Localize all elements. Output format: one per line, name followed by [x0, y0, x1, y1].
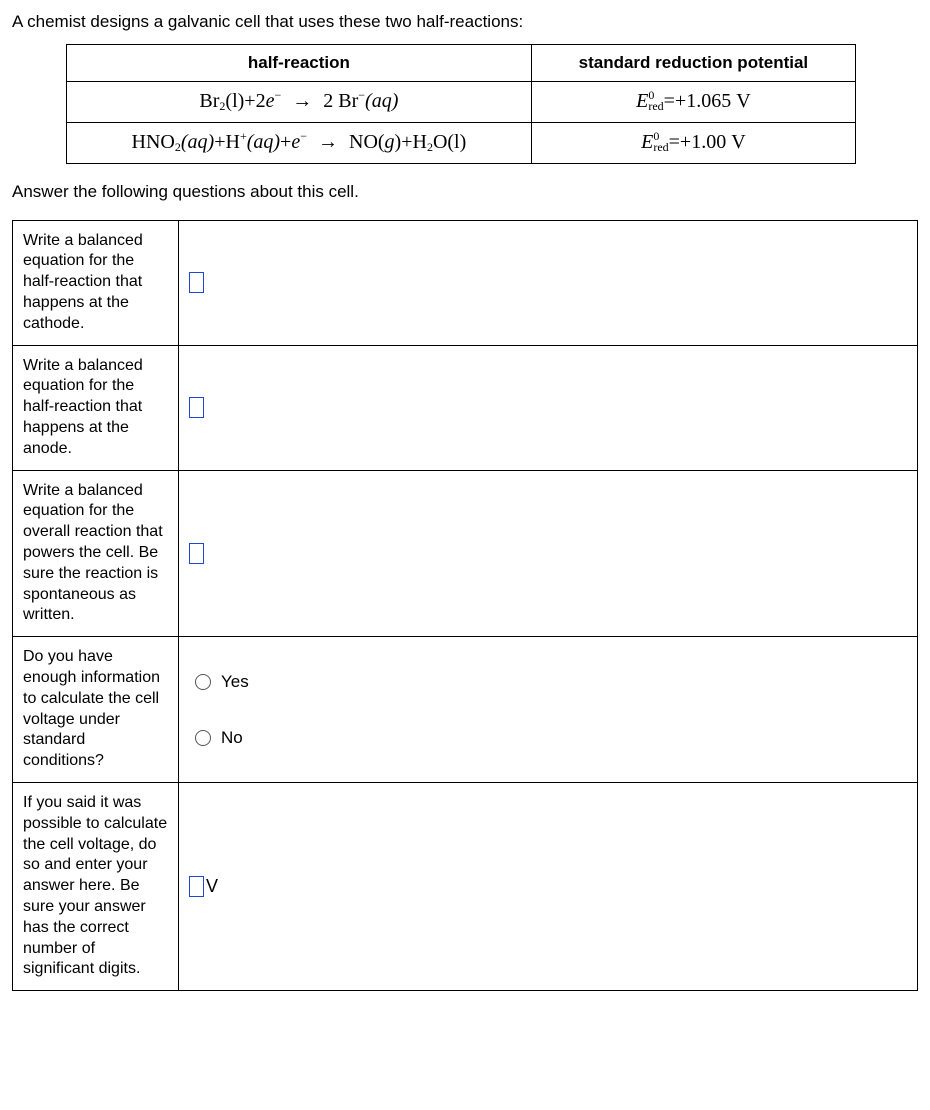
q4-label: Do you have enough information to calcul…	[13, 637, 179, 783]
q4-yes-label: Yes	[221, 672, 249, 692]
q5-label: If you said it was possible to calculate…	[13, 782, 179, 990]
q1-label: Write a balanced equation for the half-r…	[13, 220, 179, 345]
question-row-cathode: Write a balanced equation for the half-r…	[13, 220, 918, 345]
reaction-1-lhs: Br 2(l)+2e−	[199, 90, 281, 112]
q4-option-no-row: No	[189, 722, 907, 754]
reaction-1-potential: E0red=+1.065 V	[531, 82, 855, 123]
q3-answer-cell	[179, 470, 918, 637]
q2-answer-cell	[179, 345, 918, 470]
col-header-potential: standard reduction potential	[531, 45, 855, 82]
reaction-2-potential: E0red=+1.00 V	[531, 122, 855, 163]
q4-no-label: No	[221, 728, 243, 748]
arrow-icon: →	[312, 131, 344, 153]
col-header-half-reaction: half-reaction	[67, 45, 532, 82]
arrow-icon: →	[286, 90, 318, 112]
half-reactions-table: half-reaction standard reduction potenti…	[66, 44, 856, 164]
q2-label: Write a balanced equation for the half-r…	[13, 345, 179, 470]
q4-answer-cell: Yes No	[179, 637, 918, 783]
mid-text: Answer the following questions about thi…	[12, 182, 918, 202]
intro-text: A chemist designs a galvanic cell that u…	[12, 12, 918, 32]
questions-table: Write a balanced equation for the half-r…	[12, 220, 918, 992]
table-row: Br 2(l)+2e− → 2 Br− (aq) E0red=+1.065 V	[67, 82, 856, 123]
reaction-2-lhs: HNO 2(aq)+H+ (aq)+e−	[132, 131, 307, 153]
question-row-enough-info: Do you have enough information to calcul…	[13, 637, 918, 783]
q2-input[interactable]	[189, 397, 204, 418]
q1-input[interactable]	[189, 272, 204, 293]
q4-radio-no[interactable]	[195, 730, 211, 746]
table-row: HNO 2(aq)+H+ (aq)+e− → NO(g)+H 2O(l) E0r…	[67, 122, 856, 163]
reaction-2-equation: HNO 2(aq)+H+ (aq)+e− → NO(g)+H 2O(l)	[67, 122, 532, 163]
q5-input[interactable]	[189, 876, 204, 897]
question-row-overall: Write a balanced equation for the overal…	[13, 470, 918, 637]
reaction-1-equation: Br 2(l)+2e− → 2 Br− (aq)	[67, 82, 532, 123]
reaction-1-rhs: 2 Br− (aq)	[323, 90, 398, 112]
reaction-2-rhs: NO(g)+H 2O(l)	[349, 131, 466, 153]
q1-answer-cell	[179, 220, 918, 345]
question-row-anode: Write a balanced equation for the half-r…	[13, 345, 918, 470]
q3-input[interactable]	[189, 543, 204, 564]
question-row-voltage: If you said it was possible to calculate…	[13, 782, 918, 990]
q5-answer-cell: V	[179, 782, 918, 990]
q4-option-yes-row: Yes	[189, 666, 907, 722]
q4-radio-yes[interactable]	[195, 674, 211, 690]
q5-unit: V	[206, 876, 218, 897]
q3-label: Write a balanced equation for the overal…	[13, 470, 179, 637]
